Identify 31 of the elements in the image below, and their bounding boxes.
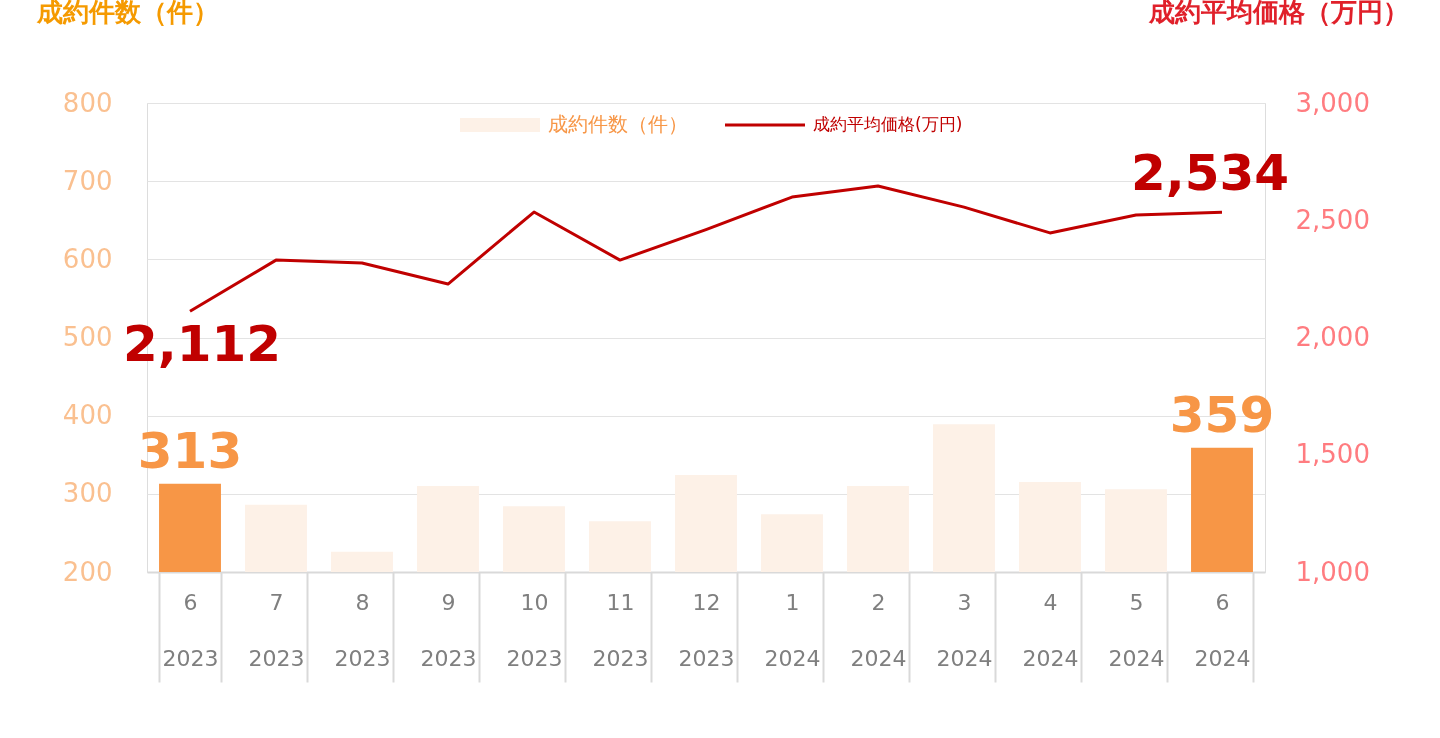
y2-tick-label: 2,500	[1295, 204, 1370, 235]
data-label: 359	[1169, 385, 1275, 444]
category-label: 6 2024	[1194, 589, 1251, 671]
category-label: 3 2024	[936, 589, 993, 671]
category-label: 4 2024	[1022, 589, 1079, 671]
y2-tick-label: 2,000	[1295, 322, 1370, 352]
data-label: 313	[137, 421, 243, 480]
category-label: 7 2023	[248, 589, 305, 671]
category-label: 2 2024	[850, 589, 907, 671]
y2-tick-label: 1,500	[1295, 439, 1370, 470]
category-label: 5 2024	[1108, 589, 1165, 671]
y-tick-label: 400	[62, 400, 113, 431]
data-label: 2,112	[122, 315, 282, 374]
y-tick-label: 500	[62, 322, 113, 352]
y-tick-label: 200	[62, 556, 113, 587]
y2-tick-label: 1,000	[1295, 556, 1370, 587]
category-label: 11 2023	[592, 589, 649, 671]
legend-label: 成約平均価格(万円)	[813, 114, 963, 134]
category-label: 9 2023	[420, 589, 477, 671]
category-label: 1 2024	[764, 589, 821, 671]
category-label: 6 2023	[162, 589, 219, 671]
y2-tick-label: 3,000	[1295, 87, 1370, 118]
y-tick-label: 600	[62, 243, 113, 274]
legend-label: 成約件数（件）	[548, 112, 688, 136]
category-label: 8 2023	[334, 589, 391, 671]
y-tick-label: 300	[62, 478, 113, 509]
y-tick-label: 700	[62, 165, 113, 196]
category-label: 10 2023	[506, 589, 563, 671]
y-tick-label: 800	[62, 87, 113, 118]
category-label: 12 2023	[678, 589, 735, 671]
data-label: 2,534	[1130, 144, 1290, 203]
